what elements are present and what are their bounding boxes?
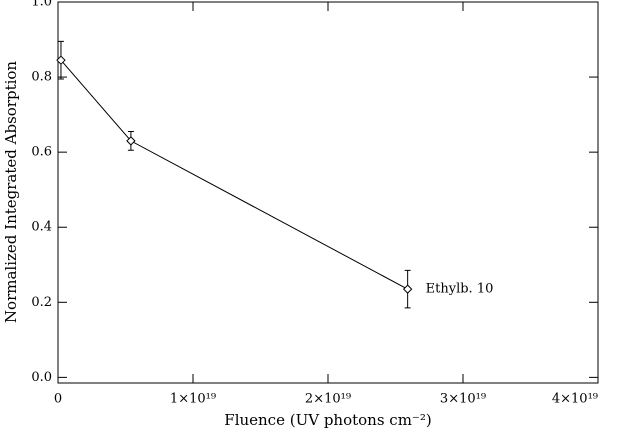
data-line [60,59,408,290]
x-tick-label: 1×10¹⁹ [170,392,216,407]
y-tick-label: 0.2 [31,295,52,310]
y-tick-label: 1.0 [31,0,52,10]
x-tick-label: 3×10¹⁹ [440,392,486,407]
x-tick-label: 4×10¹⁹ [552,392,598,407]
marker [402,284,413,294]
y-tick-label: 0.0 [31,370,52,385]
plot-frame [57,1,599,384]
x-tick-label: 2×10¹⁹ [305,392,351,407]
x-tick-label: 0 [54,392,62,407]
y-tick-label: 0.8 [31,70,52,85]
x-axis-title: Fluence (UV photons cm⁻²) [224,411,431,429]
y-tick-label: 0.6 [31,145,52,160]
y-tick-label: 0.4 [31,220,52,235]
marker [126,136,136,146]
marker [56,55,66,65]
series-label: Ethylb. 10 [426,282,494,297]
y-axis-title: Normalized Integrated Absorption [2,61,20,324]
